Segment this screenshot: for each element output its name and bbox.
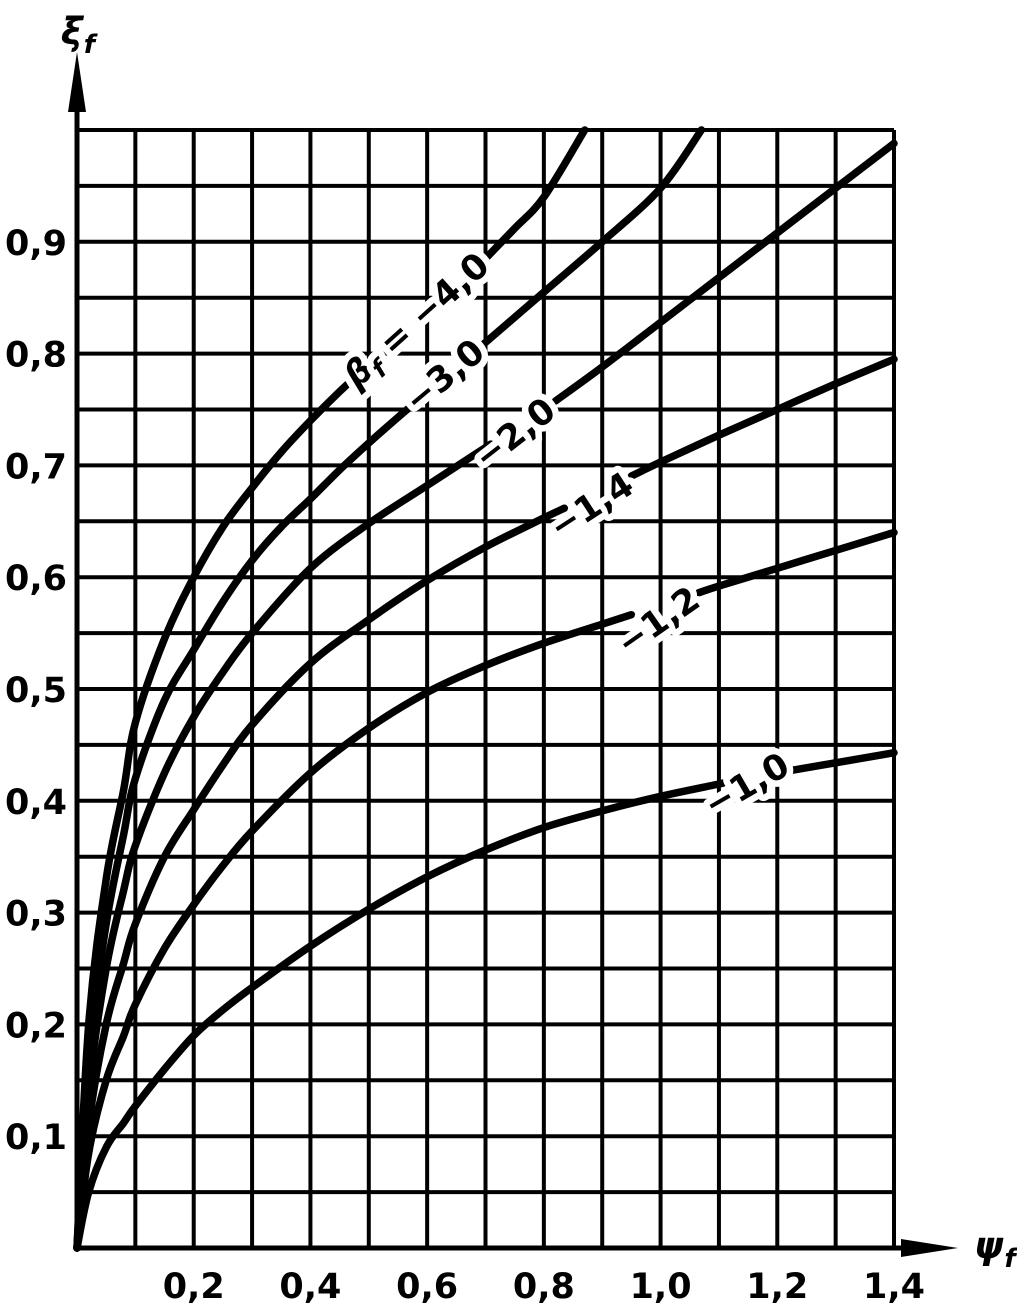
x-tick-label: 1,2 [746,1267,808,1304]
curve-beta--2-before-label [73,440,495,1252]
curve-beta--1-after-label [782,748,898,776]
curve-beta--1.4-before-label [73,504,569,1252]
y-tick-label: 0,2 [5,1006,67,1046]
x-tick-label: 1,0 [630,1267,692,1304]
curve-beta--1.2-after-label [694,528,898,597]
curve-beta--1.4-after-label [627,355,898,480]
x-tick-label: 0,8 [513,1267,575,1304]
axes [68,52,958,1257]
curve-beta--1-before-label [73,779,727,1252]
curve-label-beta--1: −1,0 [697,746,796,826]
curve-beta--4-after-label [483,126,589,261]
x-tick-label: 0,2 [163,1267,225,1304]
curve-beta--1.2-before-label [73,610,636,1252]
y-axis-title: ξf [61,10,99,60]
y-tick-label: 0,5 [5,671,67,711]
curve-label-beta--1.4: −1,4 [543,465,641,548]
curve-beta--4-before-label [73,368,365,1252]
x-tick-label: 0,6 [396,1267,458,1304]
y-axis-arrow-up-icon [68,52,86,112]
curve-beta--3-after-label [477,126,706,350]
x-axis-arrow-right-icon [901,1239,958,1257]
x-tick-label: 0,4 [279,1267,341,1304]
grid [75,128,896,1250]
y-tick-label: 0,4 [5,783,67,823]
y-tick-label: 0,8 [5,336,67,376]
y-tick-label: 0,1 [5,1118,67,1158]
tick-labels: 0,1 0,2 0,3 0,4 0,5 0,6 0,7 0,8 0,9 0,2 0,4 0,6 0,8 1… [5,224,925,1304]
curve-beta--2-after-label [551,139,898,405]
x-tick-label: 1,4 [863,1267,925,1304]
x-axis-title: ψf [974,1224,1017,1274]
curves [73,126,898,1252]
y-tick-label: 0,6 [5,559,67,599]
y-tick-label: 0,9 [5,224,67,264]
curve-labels: βf = −4,0−3,0−2,0−1,4−1,2−1,0 [329,239,803,832]
curve-beta--3-before-label [73,396,423,1252]
y-tick-label: 0,7 [5,447,67,487]
y-tick-label: 0,3 [5,895,67,935]
